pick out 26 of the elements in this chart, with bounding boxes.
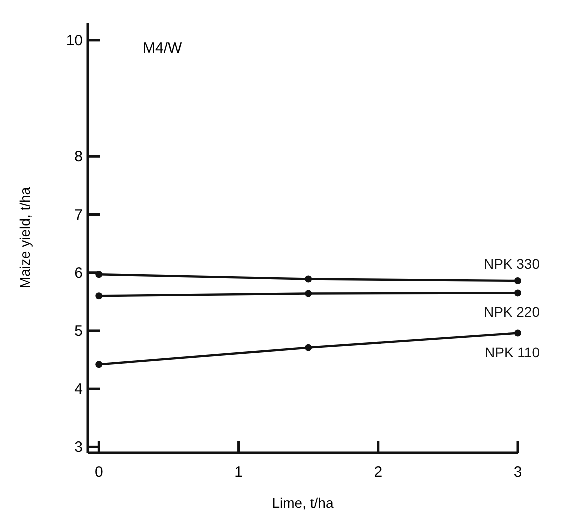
y-tick-label: 6: [74, 264, 83, 282]
point: [305, 276, 312, 283]
point: [96, 271, 103, 278]
x-tick-label: 3: [514, 464, 522, 481]
point: [305, 344, 312, 352]
x-tick-label: 1: [234, 464, 243, 481]
annotation: M4/W: [143, 40, 184, 57]
point: [96, 361, 103, 368]
point: [305, 290, 312, 298]
x-axis-title: Lime, t/ha: [272, 495, 334, 511]
series-label: NPK 330: [484, 256, 540, 272]
y-tick-label: 7: [74, 206, 83, 224]
point: [514, 278, 522, 284]
x-tick-label: 0: [94, 464, 104, 481]
y-tick-label: 3: [74, 439, 83, 456]
y-tick-label: 8: [74, 148, 83, 166]
point: [514, 290, 522, 297]
series-label: NPK 220: [484, 304, 540, 320]
series-label: NPK 110: [485, 344, 540, 360]
x-tick-label: 2: [374, 464, 383, 481]
y-tick-label: 10: [66, 32, 83, 50]
y-tick-label: 5: [74, 322, 83, 340]
point: [96, 292, 103, 300]
y-tick-label: 4: [74, 381, 83, 398]
point: [514, 330, 522, 337]
y-axis-title: Maize yield, t/ha: [17, 187, 33, 289]
